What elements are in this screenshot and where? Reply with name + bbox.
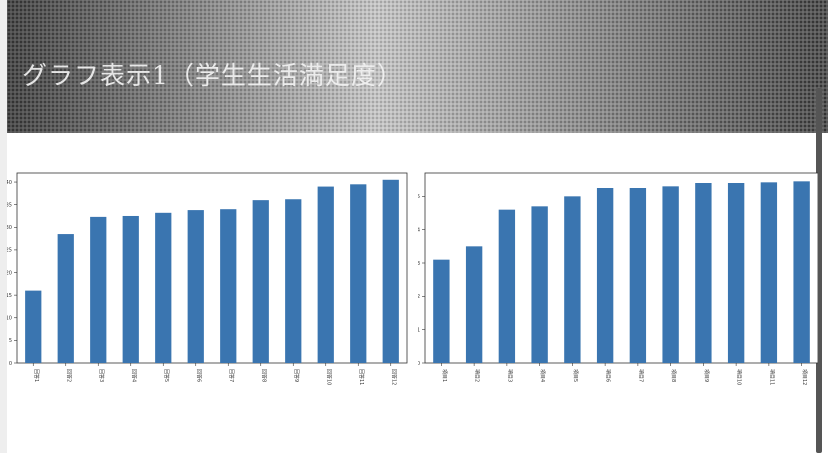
- x-tick-label: 回答11: [358, 369, 365, 385]
- bar: [465, 246, 483, 363]
- x-tick-label: 項目11: [768, 369, 774, 385]
- bar: [531, 206, 548, 363]
- bar: [155, 212, 172, 363]
- x-tick-label: 項目1: [441, 369, 447, 382]
- y-tick-label: 2: [418, 294, 420, 300]
- x-tick-label: 回答5: [163, 369, 170, 382]
- plot-frame: [16, 172, 408, 364]
- x-tick-label: 回答9: [293, 369, 300, 382]
- bar: [498, 209, 516, 363]
- x-tick-label: 項目9: [703, 369, 709, 382]
- bar-chart-left: 0 5 10 15 20 25 30 35 40 回答1 回答2 回答3 回答4 回答5 回答6 回答7 回答8…: [7, 172, 408, 385]
- x-tick-label: 回答2: [65, 369, 72, 382]
- y-tick-label: 0: [9, 361, 12, 367]
- bar: [220, 209, 237, 363]
- bar: [727, 183, 745, 363]
- bar-chart-right: 0 1 2 3 4 5 項目1 項目2 項目3 項目4 項目5 項目6 項目7 項目8 項目9 項目10 項目1…: [418, 172, 818, 385]
- y-tick-label: 25: [7, 248, 12, 254]
- x-tick-label: 回答12: [390, 369, 397, 385]
- x-tick-label: 回答7: [228, 369, 235, 382]
- bar: [382, 179, 399, 363]
- bar: [350, 184, 367, 363]
- bar: [629, 188, 647, 363]
- bar: [317, 186, 334, 363]
- bar: [695, 183, 712, 363]
- x-tick-label: 項目2: [474, 369, 480, 382]
- header-banner: [7, 0, 828, 133]
- bar: [596, 188, 614, 363]
- vertical-scrollbar[interactable]: [816, 88, 822, 453]
- y-tick-label: 35: [7, 202, 12, 208]
- x-tick-label: 回答8: [260, 369, 267, 382]
- x-tick-label: 項目12: [801, 369, 807, 385]
- bar: [25, 290, 42, 363]
- bar: [285, 199, 302, 363]
- x-tick-label: 項目3: [506, 369, 512, 382]
- x-tick-label: 項目5: [572, 369, 578, 382]
- y-tick-label: 20: [7, 270, 12, 276]
- y-tick-label: 5: [418, 194, 420, 200]
- bar: [252, 200, 269, 363]
- left-edge-strip: [0, 0, 7, 453]
- x-tick-label: 回答4: [130, 369, 137, 382]
- x-tick-label: 項目6: [605, 369, 611, 382]
- y-tick-label: 30: [7, 225, 12, 231]
- x-tick-label: 項目10: [736, 369, 742, 385]
- bar: [793, 181, 810, 363]
- bar: [564, 196, 581, 363]
- x-tick-label: 回答1: [33, 369, 40, 382]
- y-tick-label: 1: [418, 327, 420, 333]
- bar: [662, 186, 679, 363]
- bar: [187, 210, 204, 363]
- y-tick-label: 4: [418, 227, 420, 233]
- x-tick-label: 項目7: [637, 369, 643, 382]
- y-tick-label: 10: [7, 316, 12, 322]
- y-tick-label: 0: [418, 361, 420, 367]
- chart-panel-left: 0 5 10 15 20 25 30 35 40 回答1 回答2 回答3 回答4 回答5 回答6 回答7 回答8…: [7, 170, 412, 425]
- bar: [57, 234, 74, 363]
- bar: [433, 259, 450, 363]
- bar: [90, 216, 107, 363]
- y-tick-label: 3: [418, 261, 420, 267]
- y-tick-label: 40: [7, 180, 12, 186]
- x-tick-label: 項目4: [539, 369, 545, 382]
- bar: [760, 182, 778, 363]
- chart-panel-right: 0 1 2 3 4 5 項目1 項目2 項目3 項目4 項目5 項目6 項目7 項目8 項目9 項目10 項目1…: [418, 170, 818, 425]
- bar: [122, 215, 139, 363]
- y-tick-label: 15: [7, 293, 12, 299]
- x-tick-label: 項目8: [670, 369, 676, 382]
- y-tick-label: 5: [9, 338, 12, 344]
- x-tick-label: 回答6: [195, 369, 202, 382]
- plot-frame: [424, 172, 818, 364]
- x-tick-label: 回答3: [98, 369, 105, 382]
- page-title: グラフ表示1（学生生活満足度）: [22, 61, 403, 90]
- x-tick-label: 回答10: [325, 369, 332, 385]
